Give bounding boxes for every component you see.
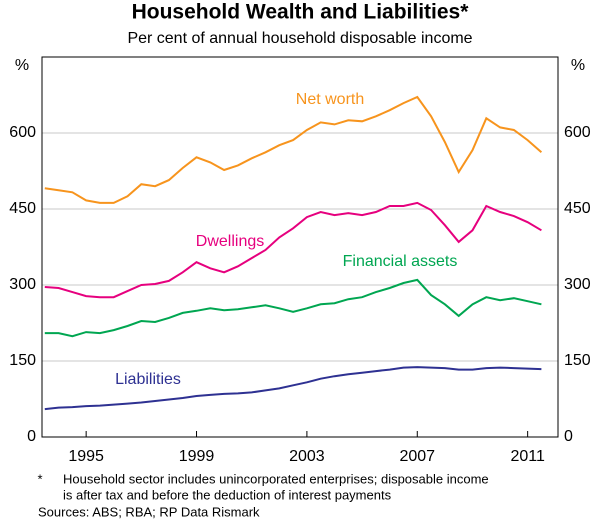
plot-frame	[41, 56, 559, 438]
y2-tick-label: 450	[564, 200, 591, 217]
series-label: Net worth	[296, 91, 364, 108]
series-label: Dwellings	[196, 233, 264, 250]
chart-subtitle: Per cent of annual household disposable …	[127, 30, 472, 47]
y-tick-label: 300	[9, 276, 36, 293]
y2-tick-label: 600	[564, 124, 591, 141]
series-line	[44, 278, 542, 338]
y2-axis-label: %	[571, 57, 585, 74]
sources: Sources: ABS; RBA; RP Data Rismark	[38, 504, 260, 519]
note-marker: *	[37, 471, 42, 486]
note-line: is after tax and before the deduction of…	[63, 487, 392, 502]
y-tick-label: 450	[9, 200, 36, 217]
x-tick-label: 2007	[399, 448, 435, 465]
y2-tick-label: 0	[564, 428, 573, 445]
y-tick-label: 150	[9, 352, 36, 369]
series-label: Financial assets	[343, 253, 458, 270]
series-line	[44, 201, 542, 299]
y-axis-label: %	[15, 57, 29, 74]
series-label: Liabilities	[115, 371, 181, 388]
x-tick-label: 1999	[179, 448, 215, 465]
y-tick-label: 0	[27, 428, 36, 445]
note-line: Household sector includes unincorporated…	[63, 471, 489, 486]
chart-title: Household Wealth and Liabilities*	[132, 1, 470, 24]
x-tick-label: 1995	[68, 448, 104, 465]
x-tick-label: 2011	[510, 448, 545, 465]
y2-tick-label: 300	[564, 276, 591, 293]
series-line	[44, 95, 543, 204]
series-line	[44, 366, 542, 411]
y2-tick-label: 150	[564, 352, 591, 369]
x-tick-label: 2003	[289, 448, 325, 465]
y-tick-label: 600	[9, 124, 36, 141]
